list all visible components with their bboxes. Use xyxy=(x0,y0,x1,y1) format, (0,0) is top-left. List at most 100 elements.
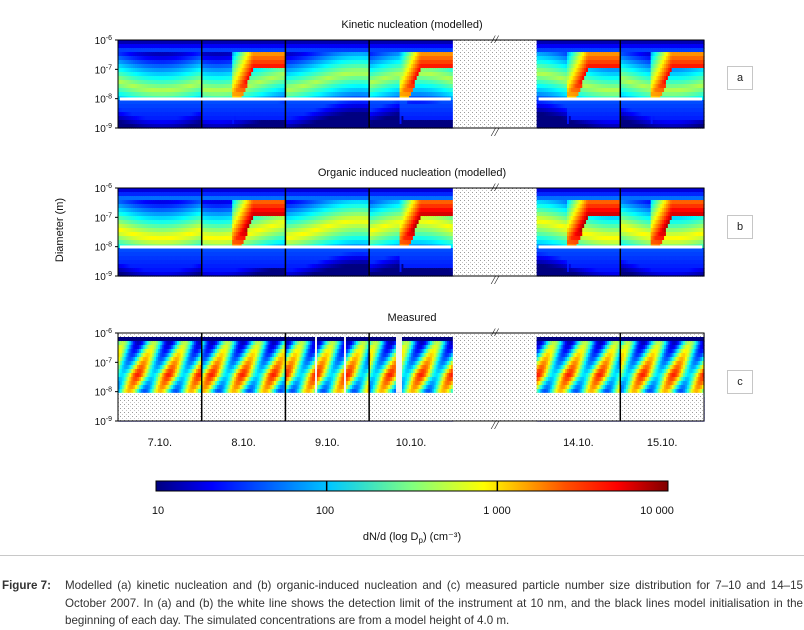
heatmap-cell xyxy=(574,120,578,125)
heatmap-cell xyxy=(137,92,140,97)
heatmap-cell xyxy=(586,124,589,129)
heatmap-cell xyxy=(152,56,155,61)
heatmap-cell xyxy=(443,100,446,105)
heatmap-cell xyxy=(437,52,441,57)
heatmap-cell xyxy=(258,120,262,125)
heatmap-cell xyxy=(150,40,153,45)
heatmap-cell xyxy=(540,108,543,113)
heatmap-cell xyxy=(612,92,616,97)
heatmap-cell xyxy=(197,116,201,121)
heatmap-cell xyxy=(369,72,372,77)
heatmap-cell xyxy=(557,68,560,73)
heatmap-cell xyxy=(272,72,275,77)
heatmap-cell xyxy=(403,80,406,85)
heatmap-cell xyxy=(561,44,564,49)
heatmap-cell xyxy=(167,68,170,73)
heatmap-cell xyxy=(374,64,378,69)
heatmap-cell xyxy=(578,108,581,113)
heatmap-cell xyxy=(272,68,275,73)
heatmap-cell xyxy=(355,104,359,109)
heatmap-cell xyxy=(395,112,399,117)
heatmap-cell xyxy=(418,76,422,81)
heatmap-cell xyxy=(228,56,231,61)
heatmap-cell xyxy=(414,80,418,85)
heatmap-cell xyxy=(443,92,446,97)
heatmap-cell xyxy=(567,108,570,113)
heatmap-cell xyxy=(329,56,332,61)
heatmap-cell xyxy=(203,104,207,109)
heatmap-cell xyxy=(260,120,264,125)
heatmap-cell xyxy=(277,120,281,125)
heatmap-cell xyxy=(384,52,387,57)
heatmap-cell xyxy=(352,120,355,125)
heatmap-cell xyxy=(582,108,585,113)
heatmap-cell xyxy=(148,104,151,109)
heatmap-cell xyxy=(409,116,412,121)
heatmap-cell xyxy=(226,68,229,73)
heatmap-cell xyxy=(567,104,570,109)
heatmap-cell xyxy=(235,124,239,129)
heatmap-cell xyxy=(405,76,408,81)
heatmap-cell xyxy=(268,52,271,57)
heatmap-cell xyxy=(439,44,443,49)
heatmap-cell xyxy=(192,56,195,61)
heatmap-cell xyxy=(586,120,589,125)
heatmap-cell xyxy=(574,52,578,57)
heatmap-cell xyxy=(266,80,269,85)
heatmap-cell xyxy=(230,108,233,113)
heatmap-cell xyxy=(123,104,127,109)
heatmap-cell xyxy=(403,76,406,81)
heatmap-cell xyxy=(118,60,121,65)
heatmap-cell xyxy=(418,68,422,73)
heatmap-cell xyxy=(163,92,167,97)
heatmap-cell xyxy=(572,88,576,93)
heatmap-cell xyxy=(207,40,210,45)
heatmap-cell xyxy=(196,116,199,121)
heatmap-cell xyxy=(194,60,197,65)
heatmap-cell xyxy=(148,52,151,57)
heatmap-cell xyxy=(365,44,368,49)
heatmap-cell xyxy=(243,44,247,49)
heatmap-cell xyxy=(441,52,444,57)
heatmap-cell xyxy=(365,80,368,85)
heatmap-cell xyxy=(565,68,568,73)
heatmap-cell xyxy=(603,112,606,117)
heatmap-cell xyxy=(376,60,380,65)
heatmap-cell xyxy=(197,40,201,45)
heatmap-cell xyxy=(317,80,321,85)
heatmap-cell xyxy=(536,68,540,73)
heatmap-cell xyxy=(129,48,132,53)
heatmap-cell xyxy=(154,56,157,61)
heatmap-cell xyxy=(551,104,555,109)
heatmap-cell xyxy=(310,120,313,125)
heatmap-cell xyxy=(319,44,323,49)
heatmap-cell xyxy=(584,108,587,113)
heatmap-cell xyxy=(182,80,186,85)
heatmap-cell xyxy=(559,116,562,121)
heatmap-cell xyxy=(275,108,279,113)
heatmap-cell xyxy=(595,92,599,97)
heatmap-cell xyxy=(371,48,374,53)
heatmap-cell xyxy=(209,76,212,81)
heatmap-cell xyxy=(591,40,595,45)
heatmap-cell xyxy=(243,64,247,69)
heatmap-cell xyxy=(235,84,239,89)
heatmap-cell xyxy=(622,108,625,113)
heatmap-cell xyxy=(584,88,587,93)
heatmap-cell xyxy=(439,56,443,61)
heatmap-cell xyxy=(372,64,376,69)
heatmap-cell xyxy=(572,64,576,69)
heatmap-cell xyxy=(203,108,207,113)
heatmap-cell xyxy=(338,92,342,97)
heatmap-cell xyxy=(606,40,610,45)
heatmap-cell xyxy=(418,100,422,105)
heatmap-cell xyxy=(304,116,307,121)
heatmap-cell xyxy=(323,44,326,49)
heatmap-cell xyxy=(258,48,262,53)
heatmap-cell xyxy=(568,112,572,117)
heatmap-cell xyxy=(388,48,391,53)
heatmap-cell xyxy=(586,84,589,89)
heatmap-cell xyxy=(119,112,123,117)
heatmap-cell xyxy=(384,112,387,117)
heatmap-cell xyxy=(428,92,431,97)
